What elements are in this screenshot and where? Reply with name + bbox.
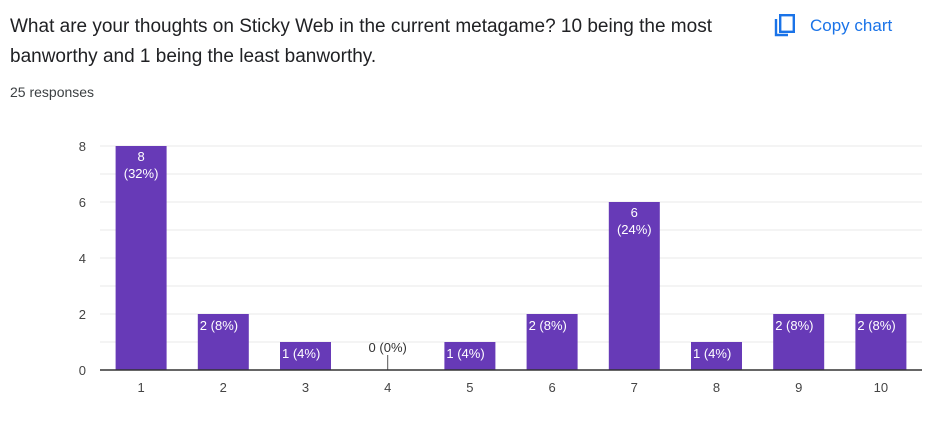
question-title: What are your thoughts on Sticky Web in …	[10, 16, 712, 67]
bar	[280, 342, 331, 370]
data-label: (32%)	[124, 166, 159, 181]
bar	[197, 314, 249, 370]
data-label: 1 (4%)	[693, 346, 731, 361]
x-tick-label: 9	[795, 380, 802, 395]
data-label: 8	[137, 149, 144, 164]
data-label: 1 (4%)	[282, 346, 320, 361]
y-tick-label: 0	[79, 363, 86, 378]
data-label: 2 (8%)	[200, 318, 238, 333]
data-label: (24%)	[617, 222, 652, 237]
x-tick-label: 10	[874, 380, 888, 395]
copy-chart-label: Copy chart	[810, 16, 893, 35]
x-tick-label: 6	[548, 380, 555, 395]
bar	[691, 342, 742, 370]
data-label: 6	[631, 205, 638, 220]
data-label: 2 (8%)	[529, 318, 567, 333]
y-tick-label: 6	[79, 195, 86, 210]
x-tick-label: 2	[220, 380, 227, 395]
bar	[444, 342, 496, 370]
x-tick-label: 8	[713, 380, 720, 395]
y-tick-label: 8	[79, 139, 86, 154]
x-tick-label: 1	[137, 380, 144, 395]
data-label: 2 (8%)	[775, 318, 813, 333]
x-tick-label: 4	[384, 380, 391, 395]
y-tick-label: 4	[79, 251, 86, 266]
copy-chart-button[interactable]: Copy chart	[772, 10, 892, 42]
bar	[526, 314, 578, 370]
data-label: 2 (8%)	[857, 318, 895, 333]
x-tick-label: 3	[302, 380, 309, 395]
y-tick-label: 2	[79, 307, 86, 322]
data-label: 1 (4%)	[446, 346, 484, 361]
copy-icon	[772, 13, 798, 39]
data-label: 0 (0%)	[369, 340, 407, 355]
bar	[855, 314, 907, 370]
x-tick-label: 5	[466, 380, 473, 395]
bar	[608, 202, 660, 370]
bar	[773, 314, 825, 370]
bar	[115, 146, 167, 370]
response-count: 25 responses	[10, 84, 95, 100]
x-tick-label: 7	[631, 380, 638, 395]
